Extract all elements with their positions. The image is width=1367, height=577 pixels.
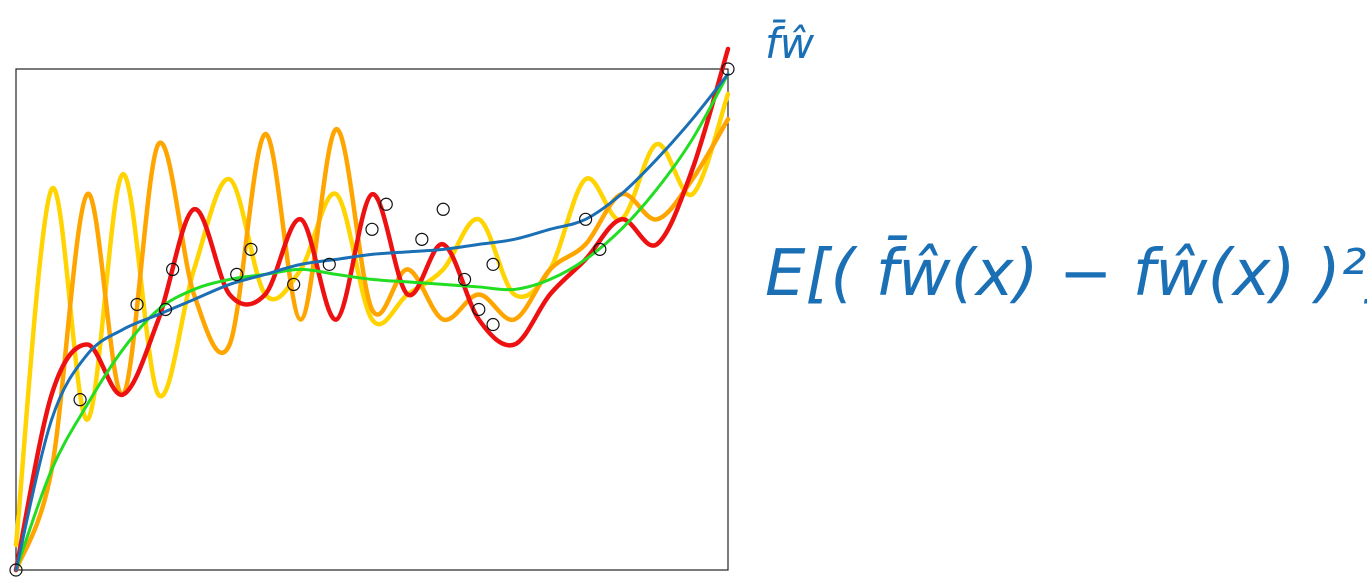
annotation: f̄ŵ [765, 17, 815, 68]
fit-curve [16, 119, 728, 570]
annotation: E[( f̄ŵ(x) − fŵ(x) )²] [765, 235, 1367, 311]
data-point [487, 319, 499, 331]
fit-curve [16, 94, 728, 545]
chart: f̄ŵ E[( f̄ŵ(x) − fŵ(x) )²] [0, 0, 1367, 577]
data-point [366, 223, 378, 235]
data-point [487, 258, 499, 270]
data-point [416, 233, 428, 245]
data-point [437, 203, 449, 215]
